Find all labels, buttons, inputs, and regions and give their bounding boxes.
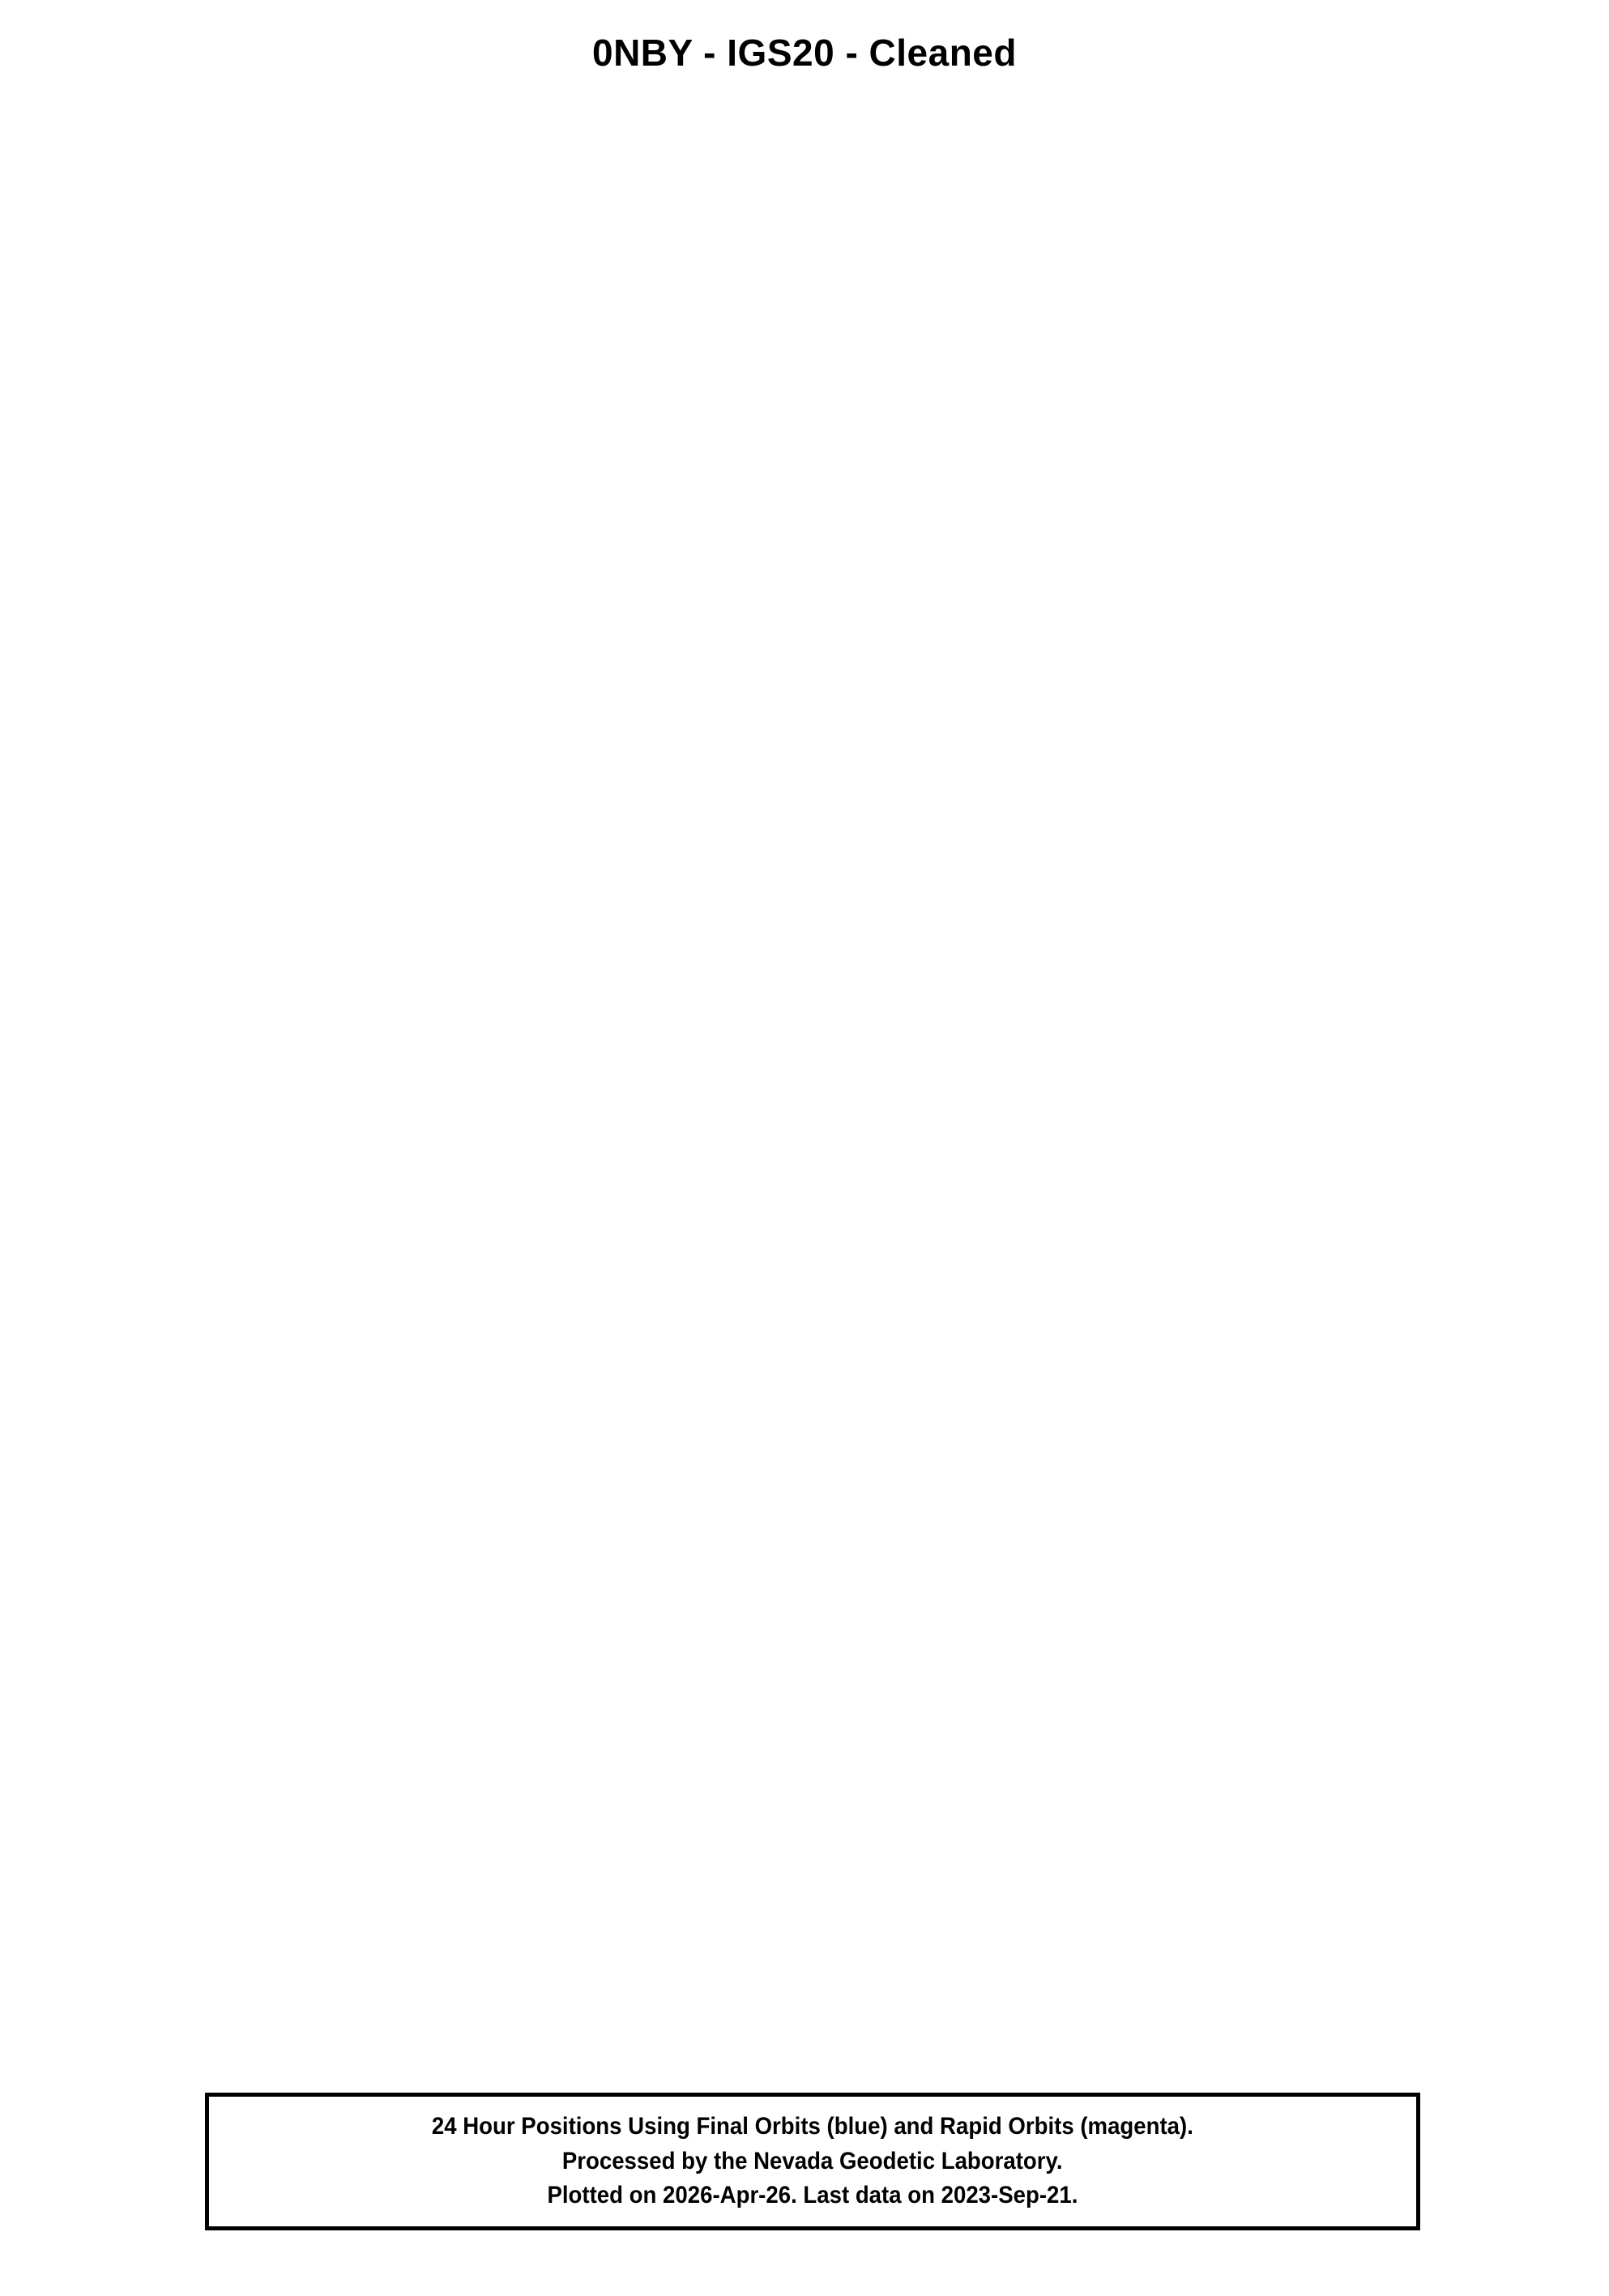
page-title: 0NBY - IGS20 - Cleaned — [592, 32, 1017, 74]
caption-line-1: 24 Hour Positions Using Final Orbits (bl… — [431, 2113, 1194, 2140]
panel-east — [0, 73, 1609, 689]
caption-line-2: Processed by the Nevada Geodetic Laborat… — [562, 2147, 1063, 2174]
caption-line-3: Plotted on 2026-Apr-26. Last data on 202… — [547, 2182, 1078, 2209]
caption-box: 24 Hour Positions Using Final Orbits (bl… — [205, 2093, 1420, 2230]
panel-up — [0, 1304, 1609, 1977]
panel-north — [0, 689, 1609, 1304]
